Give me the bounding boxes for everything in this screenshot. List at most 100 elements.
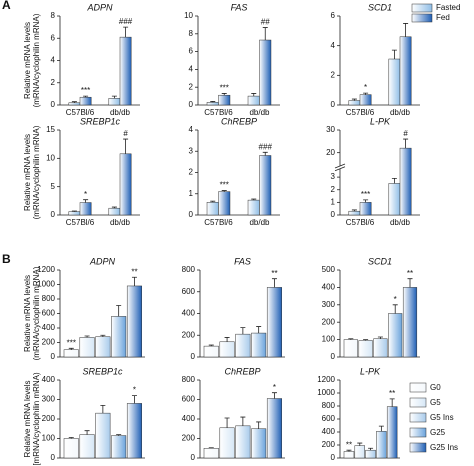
bar (79, 337, 95, 358)
axis-break (334, 163, 346, 169)
y-tick-label: 200 (182, 330, 196, 339)
chart-title: SCD1 (368, 256, 392, 266)
y-tick-label: 2 (331, 70, 336, 79)
bar (266, 398, 282, 459)
bar (373, 338, 388, 358)
legend-label: G5 Ins (430, 413, 454, 422)
bar (402, 287, 418, 358)
bar (359, 202, 372, 216)
bar (79, 202, 92, 216)
x-tick-label: db/db (110, 218, 131, 227)
chart-title: FAS (234, 256, 251, 266)
error-bar (363, 199, 369, 203)
significance: * (273, 383, 276, 392)
significance: *** (361, 190, 370, 199)
panel-label: B (2, 252, 11, 266)
significance: # (403, 129, 408, 138)
y-tick-label: 0 (331, 453, 336, 462)
y-tick-label: 600 (42, 309, 56, 318)
error-bar (391, 177, 397, 184)
error-bar (271, 278, 277, 288)
significance: *** (67, 338, 76, 347)
y-tick-label: 400 (182, 414, 196, 423)
bar (203, 345, 219, 358)
y-tick-label: 2 (189, 82, 194, 91)
error-bar (68, 347, 74, 350)
bar (68, 211, 81, 216)
bar (79, 434, 95, 459)
bar (219, 341, 235, 358)
x-tick-label: C57Bl/6 (204, 218, 233, 227)
x-tick-label: C57Bl/6 (346, 108, 375, 117)
bar (218, 191, 231, 216)
legend-swatch (411, 3, 433, 13)
error-bar (131, 395, 137, 404)
y-tick-label: 1200 (37, 265, 55, 274)
bar (119, 36, 132, 106)
y-tick-label: 0 (189, 100, 194, 109)
x-tick-label: C57Bl/6 (66, 218, 95, 227)
significance: ** (271, 269, 277, 278)
bar (388, 313, 403, 358)
axis-break (334, 166, 346, 172)
significance: ** (131, 267, 137, 276)
error-bar (83, 95, 89, 98)
error-bar (403, 138, 409, 149)
y-tick-label: 2 (51, 78, 56, 87)
error-bar (262, 151, 268, 156)
bar (386, 406, 398, 459)
error-bar (378, 425, 384, 432)
bar (235, 425, 251, 459)
y-tick-label: 3 (331, 172, 336, 181)
error-bar (351, 209, 357, 212)
bar (247, 199, 260, 216)
significance: ## (261, 18, 270, 27)
y-tick-label: 6 (189, 47, 194, 56)
bar (126, 403, 142, 459)
bar (348, 100, 361, 106)
error-bar (123, 26, 129, 38)
bar (95, 336, 111, 358)
x-tick-label: db/db (390, 218, 411, 227)
bar (365, 449, 376, 459)
chart-title: SREBP1c (82, 366, 123, 376)
chart-title: L-PK (360, 366, 381, 376)
chart-title: ChREBP (224, 366, 260, 376)
bar (354, 445, 365, 459)
x-tick-label: db/db (390, 108, 411, 117)
y-axis-label: [mRNA/cyclophilin mRNA) (32, 372, 41, 466)
y-tick-label: 10 (46, 153, 55, 162)
error-bar (83, 199, 89, 203)
error-bar (392, 304, 398, 314)
x-tick-label: db/db (249, 108, 270, 117)
significance: * (84, 190, 87, 199)
y-tick-label: 0 (331, 210, 336, 219)
y-tick-label: 300 (42, 395, 56, 404)
error-bar (403, 23, 409, 37)
error-bar (123, 138, 129, 154)
bar (79, 96, 92, 106)
error-bar (210, 200, 216, 203)
error-bar (224, 337, 230, 342)
error-bar (251, 198, 257, 201)
x-tick-label: C57Bl/6 (204, 108, 233, 117)
y-axis-label: Relative mRNA levels (23, 22, 32, 99)
y-tick-label: 0 (51, 100, 56, 109)
significance: # (123, 129, 128, 138)
bar (95, 412, 111, 459)
y-tick-label: 800 (42, 294, 56, 303)
error-bar (256, 421, 262, 429)
error-bar (363, 339, 369, 341)
error-bar (210, 101, 216, 103)
chart-title: L-PK (370, 116, 391, 126)
significance: ** (389, 389, 395, 398)
y-tick-label: 0 (191, 453, 196, 462)
y-tick-label: 400 (322, 283, 336, 292)
bar (399, 36, 412, 106)
bar (259, 39, 272, 106)
bar (358, 340, 373, 358)
error-bar (271, 392, 277, 399)
error-bar (240, 327, 246, 335)
